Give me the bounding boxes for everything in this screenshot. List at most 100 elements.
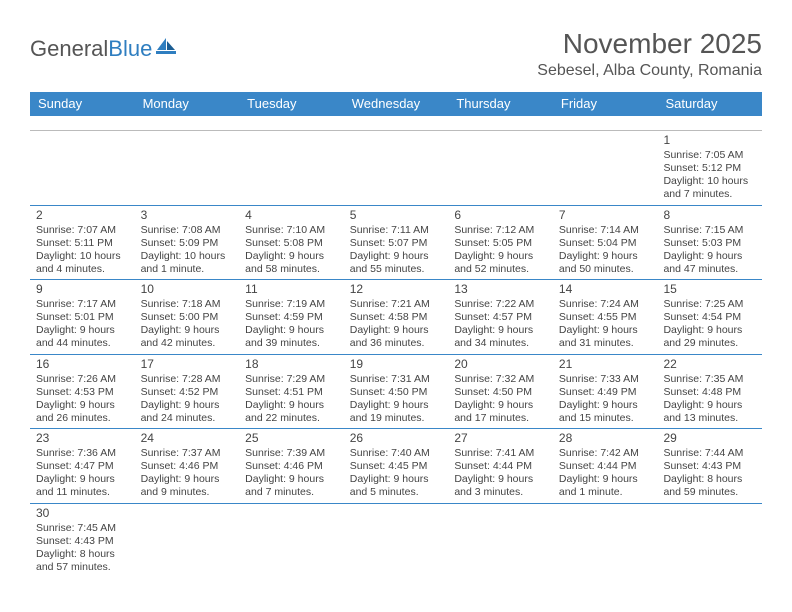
calendar-cell-empty (448, 131, 553, 205)
daylight-line: Daylight: 9 hours and 29 minutes. (663, 324, 756, 350)
calendar-cell: 9Sunrise: 7:17 AMSunset: 5:01 PMDaylight… (30, 280, 135, 354)
daylight-line: Daylight: 9 hours and 52 minutes. (454, 250, 547, 276)
calendar-cell-empty (135, 131, 240, 205)
daylight-line: Daylight: 9 hours and 5 minutes. (350, 473, 443, 499)
sunrise-line: Sunrise: 7:07 AM (36, 224, 129, 237)
day-number: 11 (245, 282, 338, 297)
sunset-line: Sunset: 4:51 PM (245, 386, 338, 399)
day-number: 20 (454, 357, 547, 372)
day-header: Thursday (448, 92, 553, 116)
day-number: 21 (559, 357, 652, 372)
day-number: 15 (663, 282, 756, 297)
day-number: 18 (245, 357, 338, 372)
calendar-cell: 23Sunrise: 7:36 AMSunset: 4:47 PMDayligh… (30, 429, 135, 503)
daylight-line: Daylight: 9 hours and 9 minutes. (141, 473, 234, 499)
calendar-row: 16Sunrise: 7:26 AMSunset: 4:53 PMDayligh… (30, 355, 762, 430)
daylight-line: Daylight: 9 hours and 17 minutes. (454, 399, 547, 425)
calendar-cell: 21Sunrise: 7:33 AMSunset: 4:49 PMDayligh… (553, 355, 658, 429)
day-header: Sunday (30, 92, 135, 116)
sunset-line: Sunset: 5:12 PM (663, 162, 756, 175)
day-header: Tuesday (239, 92, 344, 116)
sunset-line: Sunset: 4:45 PM (350, 460, 443, 473)
sunrise-line: Sunrise: 7:25 AM (663, 298, 756, 311)
sunset-line: Sunset: 4:46 PM (141, 460, 234, 473)
sunset-line: Sunset: 4:50 PM (454, 386, 547, 399)
daylight-line: Daylight: 9 hours and 19 minutes. (350, 399, 443, 425)
daylight-line: Daylight: 9 hours and 31 minutes. (559, 324, 652, 350)
sunrise-line: Sunrise: 7:28 AM (141, 373, 234, 386)
sunrise-line: Sunrise: 7:05 AM (663, 149, 756, 162)
sunrise-line: Sunrise: 7:12 AM (454, 224, 547, 237)
day-number: 16 (36, 357, 129, 372)
daylight-line: Daylight: 9 hours and 58 minutes. (245, 250, 338, 276)
sunrise-line: Sunrise: 7:18 AM (141, 298, 234, 311)
calendar-cell-empty (239, 504, 344, 578)
day-number: 3 (141, 208, 234, 223)
calendar-row: 9Sunrise: 7:17 AMSunset: 5:01 PMDaylight… (30, 280, 762, 355)
calendar-cell: 18Sunrise: 7:29 AMSunset: 4:51 PMDayligh… (239, 355, 344, 429)
sunrise-line: Sunrise: 7:39 AM (245, 447, 338, 460)
sunrise-line: Sunrise: 7:35 AM (663, 373, 756, 386)
daylight-line: Daylight: 9 hours and 36 minutes. (350, 324, 443, 350)
day-number: 26 (350, 431, 443, 446)
sunset-line: Sunset: 4:59 PM (245, 311, 338, 324)
calendar-cell: 15Sunrise: 7:25 AMSunset: 4:54 PMDayligh… (657, 280, 762, 354)
daylight-line: Daylight: 9 hours and 55 minutes. (350, 250, 443, 276)
daylight-line: Daylight: 9 hours and 15 minutes. (559, 399, 652, 425)
daylight-line: Daylight: 9 hours and 1 minute. (559, 473, 652, 499)
sunset-line: Sunset: 5:11 PM (36, 237, 129, 250)
calendar-cell-empty (344, 131, 449, 205)
calendar-cell: 28Sunrise: 7:42 AMSunset: 4:44 PMDayligh… (553, 429, 658, 503)
sunset-line: Sunset: 4:50 PM (350, 386, 443, 399)
calendar-cell: 12Sunrise: 7:21 AMSunset: 4:58 PMDayligh… (344, 280, 449, 354)
sunrise-line: Sunrise: 7:37 AM (141, 447, 234, 460)
calendar-cell-empty (553, 131, 658, 205)
brand-part2: Blue (108, 36, 152, 62)
day-header: Friday (553, 92, 658, 116)
calendar-cell: 3Sunrise: 7:08 AMSunset: 5:09 PMDaylight… (135, 206, 240, 280)
day-number: 17 (141, 357, 234, 372)
day-number: 29 (663, 431, 756, 446)
sunset-line: Sunset: 5:09 PM (141, 237, 234, 250)
day-number: 13 (454, 282, 547, 297)
day-header: Saturday (657, 92, 762, 116)
calendar-cell: 2Sunrise: 7:07 AMSunset: 5:11 PMDaylight… (30, 206, 135, 280)
calendar-cell-empty (135, 504, 240, 578)
daylight-line: Daylight: 10 hours and 1 minute. (141, 250, 234, 276)
sunrise-line: Sunrise: 7:10 AM (245, 224, 338, 237)
sunrise-line: Sunrise: 7:26 AM (36, 373, 129, 386)
calendar-cell-empty (30, 131, 135, 205)
day-number: 23 (36, 431, 129, 446)
brand-logo: GeneralBlue (30, 36, 177, 62)
sunrise-line: Sunrise: 7:44 AM (663, 447, 756, 460)
sunset-line: Sunset: 4:43 PM (36, 535, 129, 548)
sunset-line: Sunset: 5:05 PM (454, 237, 547, 250)
sunset-line: Sunset: 5:04 PM (559, 237, 652, 250)
sunrise-line: Sunrise: 7:29 AM (245, 373, 338, 386)
calendar-cell: 30Sunrise: 7:45 AMSunset: 4:43 PMDayligh… (30, 504, 135, 578)
day-number: 7 (559, 208, 652, 223)
day-number: 9 (36, 282, 129, 297)
calendar-page: GeneralBlue November 2025 Sebesel, Alba … (0, 0, 792, 577)
calendar-cell: 11Sunrise: 7:19 AMSunset: 4:59 PMDayligh… (239, 280, 344, 354)
sunset-line: Sunset: 4:49 PM (559, 386, 652, 399)
calendar-cell-empty (657, 116, 762, 130)
daylight-line: Daylight: 9 hours and 11 minutes. (36, 473, 129, 499)
sunset-line: Sunset: 5:01 PM (36, 311, 129, 324)
calendar-cell: 1Sunrise: 7:05 AMSunset: 5:12 PMDaylight… (657, 131, 762, 205)
sunset-line: Sunset: 4:44 PM (454, 460, 547, 473)
sunrise-line: Sunrise: 7:45 AM (36, 522, 129, 535)
calendar-cell-empty (448, 504, 553, 578)
calendar-cell: 14Sunrise: 7:24 AMSunset: 4:55 PMDayligh… (553, 280, 658, 354)
daylight-line: Daylight: 8 hours and 57 minutes. (36, 548, 129, 574)
day-number: 22 (663, 357, 756, 372)
sunrise-line: Sunrise: 7:31 AM (350, 373, 443, 386)
calendar-cell: 25Sunrise: 7:39 AMSunset: 4:46 PMDayligh… (239, 429, 344, 503)
calendar-cell-empty (657, 504, 762, 578)
calendar-cell-empty (30, 116, 135, 130)
sunset-line: Sunset: 4:46 PM (245, 460, 338, 473)
sunset-line: Sunset: 4:48 PM (663, 386, 756, 399)
day-number: 30 (36, 506, 129, 521)
sunset-line: Sunset: 4:44 PM (559, 460, 652, 473)
daylight-line: Daylight: 9 hours and 13 minutes. (663, 399, 756, 425)
